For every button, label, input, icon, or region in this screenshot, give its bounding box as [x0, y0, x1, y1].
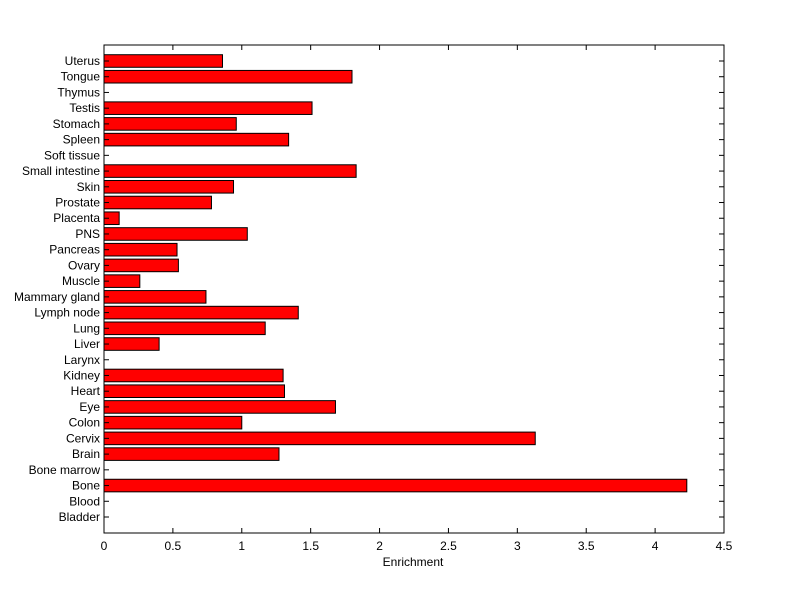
x-tick-label: 1 — [238, 539, 245, 553]
y-tick-label: Bone — [72, 479, 100, 493]
y-tick-label: Muscle — [62, 274, 100, 288]
bar — [103, 132, 290, 147]
x-axis-title: Enrichment — [383, 555, 444, 569]
x-tick-label: 2 — [376, 539, 383, 553]
y-tick-label: Bone marrow — [29, 463, 101, 477]
y-tick-label: Blood — [69, 494, 100, 508]
bar — [103, 117, 237, 131]
y-tick-label: Thymus — [57, 85, 100, 99]
bar — [103, 180, 235, 194]
y-tick-label: Small intestine — [22, 164, 100, 178]
y-tick-label: Larynx — [64, 353, 100, 367]
y-tick-label: Prostate — [55, 196, 100, 210]
y-tick-label: Mammary gland — [14, 290, 100, 304]
bar — [103, 101, 313, 115]
y-tick-label: Bladder — [59, 510, 100, 524]
bar — [103, 368, 284, 383]
bar — [103, 321, 266, 336]
y-tick-label: Cervix — [66, 431, 100, 445]
bar — [103, 290, 207, 304]
plot-frame — [103, 44, 725, 534]
y-tick-label: Liver — [74, 337, 100, 351]
bar — [103, 400, 336, 414]
x-tick-label: 0 — [101, 539, 108, 553]
y-tick-label: Brain — [72, 447, 100, 461]
x-tick-label: 1.5 — [302, 539, 319, 553]
y-tick-label: Pancreas — [49, 243, 100, 257]
bar — [103, 478, 688, 493]
y-tick-label: PNS — [75, 227, 100, 241]
y-tick-label: Heart — [71, 384, 101, 398]
bar — [103, 274, 141, 288]
bar — [103, 431, 536, 446]
y-tick-label: Lymph node — [34, 306, 100, 320]
bar — [103, 54, 223, 68]
y-tick-label: Spleen — [63, 133, 100, 147]
x-tick-label: 2.5 — [440, 539, 457, 553]
x-tick-label: 0.5 — [165, 539, 182, 553]
bar — [103, 447, 280, 461]
y-tick-label: Tongue — [61, 70, 101, 84]
bar — [103, 195, 212, 210]
y-tick-label: Skin — [77, 180, 100, 194]
y-tick-label: Eye — [79, 400, 100, 414]
y-tick-label: Testis — [69, 101, 100, 115]
bar — [103, 337, 160, 351]
y-tick-label: Placenta — [53, 211, 100, 225]
bar — [103, 384, 285, 399]
bar — [103, 305, 299, 320]
x-tick-label: 3 — [514, 539, 521, 553]
x-tick-label: 3.5 — [578, 539, 595, 553]
x-tick-label: 4.5 — [716, 539, 733, 553]
y-tick-label: Stomach — [53, 117, 100, 131]
x-tick-label: 4 — [652, 539, 659, 553]
y-tick-label: Ovary — [68, 258, 100, 272]
bar — [103, 242, 178, 257]
y-tick-label: Lung — [73, 321, 100, 335]
y-tick-label: Uterus — [65, 54, 100, 68]
bar — [103, 164, 357, 178]
bar — [103, 69, 353, 84]
bar — [103, 258, 179, 273]
y-tick-label: Soft tissue — [44, 148, 100, 162]
y-tick-label: Colon — [69, 416, 100, 430]
y-tick-label: Kidney — [63, 368, 100, 382]
bar — [103, 227, 248, 241]
bar — [103, 415, 243, 430]
